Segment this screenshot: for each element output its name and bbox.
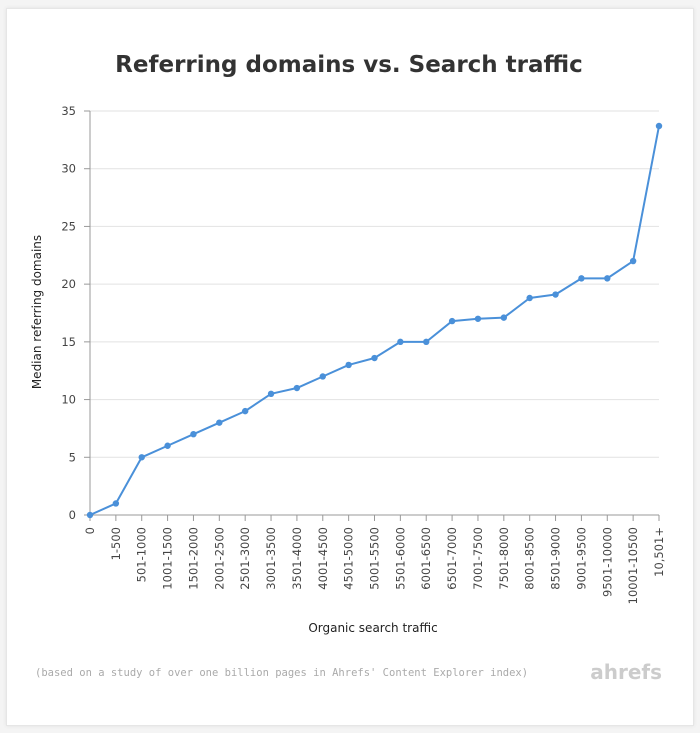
data-point bbox=[655, 122, 663, 130]
data-point bbox=[629, 257, 637, 265]
x-tick-label: 4501-5000 bbox=[342, 527, 356, 590]
x-tick-label: 3001-3500 bbox=[264, 527, 278, 590]
series-line bbox=[89, 125, 660, 516]
data-point bbox=[319, 373, 326, 380]
data-point bbox=[164, 442, 171, 449]
x-axis-label: Organic search traffic bbox=[308, 621, 437, 635]
data-point bbox=[578, 275, 585, 282]
x-tick-label: 9001-9500 bbox=[574, 527, 588, 590]
x-tick-label: 2001-2500 bbox=[212, 527, 226, 590]
data-point bbox=[423, 338, 430, 346]
chart-series bbox=[86, 122, 663, 519]
x-tick-label: 1001-1500 bbox=[161, 527, 175, 590]
x-axis-ticks: 0 1-500 501-1000 1001-1500 1501-2000 2001-250… bbox=[83, 527, 666, 604]
y-tick-label: 20 bbox=[61, 277, 76, 291]
x-tick-label: 7501-8000 bbox=[497, 527, 511, 590]
data-point bbox=[371, 354, 378, 362]
x-tick-label: 5501-6000 bbox=[393, 527, 407, 590]
y-tick-label: 35 bbox=[61, 104, 76, 118]
x-tick-label: 3501-4000 bbox=[290, 527, 304, 590]
y-axis-ticks: 0 5 10 15 20 25 30 35 bbox=[61, 104, 76, 522]
data-point bbox=[86, 511, 94, 519]
chart-grid bbox=[84, 110, 660, 521]
x-tick-label: 8001-8500 bbox=[523, 527, 537, 590]
x-tick-label: 6001-6500 bbox=[419, 527, 433, 590]
y-tick-label: 30 bbox=[61, 162, 76, 176]
data-point bbox=[293, 384, 301, 392]
x-tick-label: 8501-9000 bbox=[549, 527, 563, 590]
y-tick-label: 10 bbox=[61, 393, 76, 407]
y-tick-label: 5 bbox=[69, 450, 76, 464]
data-point bbox=[216, 419, 223, 426]
x-tick-label: 501-1000 bbox=[135, 527, 149, 582]
x-tick-label: 9501-10000 bbox=[600, 527, 614, 597]
data-point bbox=[448, 317, 456, 325]
data-point bbox=[241, 407, 249, 415]
x-tick-label: 4001-4500 bbox=[316, 527, 330, 590]
data-point bbox=[190, 431, 197, 438]
data-point bbox=[397, 338, 404, 346]
ahrefs-logo: ahrefs bbox=[590, 660, 662, 684]
x-tick-label: 10,501+ bbox=[652, 527, 666, 577]
data-point bbox=[604, 275, 611, 282]
footnote: (based on a study of over one billion pa… bbox=[35, 667, 528, 679]
data-point bbox=[474, 315, 482, 322]
x-tick-label: 2501-3000 bbox=[238, 527, 252, 590]
y-axis-label: Median referring domains bbox=[30, 235, 44, 389]
x-tick-label: 10001-10500 bbox=[626, 527, 640, 604]
data-point bbox=[526, 294, 533, 302]
data-point bbox=[500, 314, 508, 321]
x-tick-label: 1501-2000 bbox=[186, 527, 200, 590]
x-tick-label: 5001-5500 bbox=[368, 527, 382, 590]
y-tick-label: 0 bbox=[69, 508, 76, 522]
x-tick-label: 0 bbox=[83, 527, 97, 534]
data-point bbox=[112, 500, 120, 507]
data-point bbox=[345, 361, 352, 369]
x-tick-label: 6501-7000 bbox=[445, 527, 459, 590]
data-point bbox=[138, 454, 145, 461]
data-point bbox=[552, 291, 559, 298]
y-tick-label: 15 bbox=[61, 335, 76, 349]
data-point bbox=[267, 390, 275, 397]
chart-title: Referring domains vs. Search traffic bbox=[115, 52, 583, 78]
y-tick-label: 25 bbox=[61, 219, 76, 233]
x-tick-label: 7001-7500 bbox=[471, 527, 485, 590]
x-tick-label: 1-500 bbox=[109, 527, 123, 560]
